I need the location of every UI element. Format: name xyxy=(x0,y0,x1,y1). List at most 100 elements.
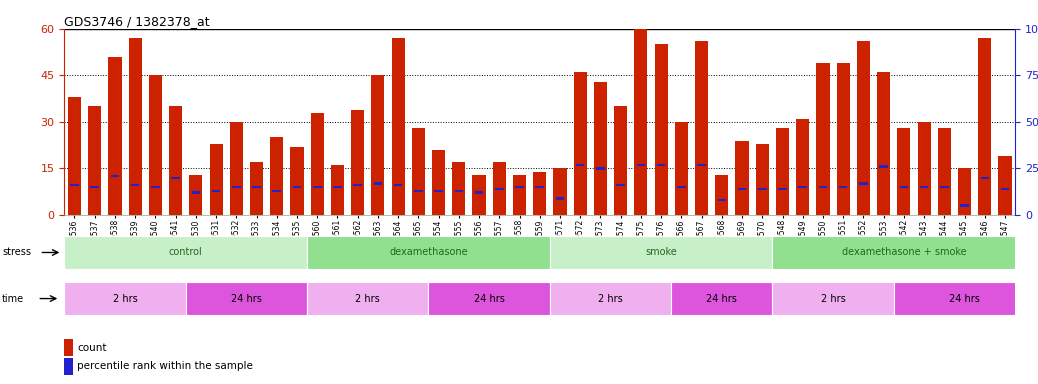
Bar xyxy=(67,97,81,215)
Bar xyxy=(717,199,727,201)
Bar xyxy=(515,186,524,188)
Bar xyxy=(307,236,550,269)
Bar xyxy=(331,166,344,215)
Bar xyxy=(550,236,772,269)
Bar xyxy=(796,119,810,215)
Text: 24 hrs: 24 hrs xyxy=(949,293,980,304)
Bar xyxy=(64,358,73,375)
Bar xyxy=(856,41,870,215)
Bar xyxy=(495,188,503,190)
Bar xyxy=(210,144,223,215)
Bar xyxy=(493,162,506,215)
Bar xyxy=(192,192,200,194)
Bar xyxy=(672,282,772,315)
Bar xyxy=(88,106,102,215)
Bar xyxy=(900,186,908,188)
Bar xyxy=(64,339,73,356)
Bar xyxy=(534,172,546,215)
Bar xyxy=(758,188,767,190)
Text: smoke: smoke xyxy=(646,247,677,258)
Bar xyxy=(536,186,544,188)
Bar xyxy=(291,147,303,215)
Bar xyxy=(738,188,746,190)
Bar xyxy=(1001,188,1009,190)
Bar xyxy=(960,205,968,207)
Bar xyxy=(617,184,625,187)
Bar xyxy=(677,186,686,188)
Bar xyxy=(550,282,672,315)
Bar xyxy=(859,182,868,185)
Text: dexamethasone: dexamethasone xyxy=(389,247,468,258)
Bar xyxy=(999,156,1012,215)
Bar xyxy=(229,122,243,215)
Bar xyxy=(576,164,584,166)
Bar xyxy=(171,177,180,179)
Bar xyxy=(293,186,301,188)
Text: count: count xyxy=(78,343,107,353)
Bar xyxy=(596,167,605,170)
Bar xyxy=(778,188,787,190)
Bar xyxy=(636,164,646,166)
Bar xyxy=(776,128,789,215)
Bar xyxy=(434,190,443,192)
Bar xyxy=(614,106,627,215)
Bar xyxy=(817,63,829,215)
Bar xyxy=(391,38,405,215)
Bar xyxy=(695,41,708,215)
Bar xyxy=(897,128,910,215)
Text: time: time xyxy=(2,293,24,304)
Bar xyxy=(333,186,342,188)
Bar xyxy=(273,190,281,192)
Bar xyxy=(940,186,949,188)
Bar xyxy=(920,186,928,188)
Bar xyxy=(453,162,465,215)
Bar xyxy=(432,150,445,215)
Bar xyxy=(372,75,384,215)
Bar xyxy=(148,75,162,215)
Bar xyxy=(553,169,567,215)
Bar xyxy=(594,81,607,215)
Bar xyxy=(798,186,807,188)
Bar xyxy=(655,44,667,215)
Text: stress: stress xyxy=(2,247,31,258)
Bar xyxy=(981,177,989,179)
Bar xyxy=(64,236,307,269)
Bar xyxy=(312,186,322,188)
Bar xyxy=(111,175,119,177)
Bar xyxy=(978,38,991,215)
Bar xyxy=(698,164,706,166)
Bar xyxy=(307,282,429,315)
Bar xyxy=(129,38,142,215)
Bar xyxy=(877,72,891,215)
Text: dexamethasone + smoke: dexamethasone + smoke xyxy=(842,247,966,258)
Bar xyxy=(270,137,283,215)
Bar xyxy=(879,166,887,168)
Bar xyxy=(772,282,894,315)
Bar xyxy=(958,169,972,215)
Bar xyxy=(233,186,241,188)
Bar xyxy=(634,0,648,215)
Text: control: control xyxy=(169,247,202,258)
Text: 24 hrs: 24 hrs xyxy=(473,293,504,304)
Text: 24 hrs: 24 hrs xyxy=(231,293,262,304)
Text: percentile rank within the sample: percentile rank within the sample xyxy=(78,361,253,371)
Bar xyxy=(513,175,526,215)
Bar xyxy=(736,141,748,215)
Bar xyxy=(555,197,565,200)
Bar xyxy=(64,282,186,315)
Bar xyxy=(90,186,99,188)
Bar xyxy=(429,282,550,315)
Bar xyxy=(393,184,403,187)
Bar xyxy=(252,186,261,188)
Bar xyxy=(189,175,202,215)
Bar xyxy=(71,184,79,187)
Bar xyxy=(937,128,951,215)
Bar xyxy=(715,175,729,215)
Bar xyxy=(131,184,139,187)
Bar xyxy=(414,190,422,192)
Bar xyxy=(474,192,484,194)
Bar xyxy=(351,109,364,215)
Bar xyxy=(412,128,425,215)
Bar xyxy=(675,122,688,215)
Text: 2 hrs: 2 hrs xyxy=(598,293,623,304)
